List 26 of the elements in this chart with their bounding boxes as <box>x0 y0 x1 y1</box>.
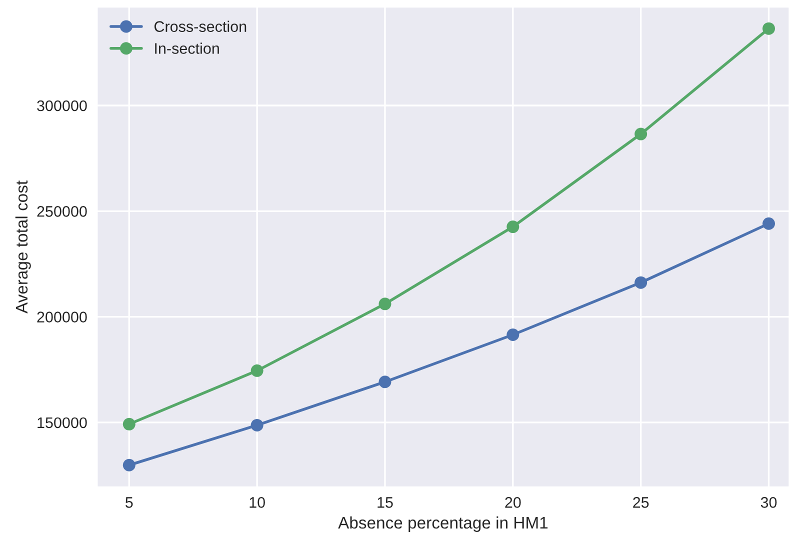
y-tick-label: 150000 <box>38 417 87 428</box>
x-tick-label: 10 <box>250 497 265 508</box>
point <box>378 376 392 388</box>
x-tick-label: 5 <box>126 497 133 508</box>
y-tick-label: 250000 <box>37 206 87 217</box>
point <box>762 217 775 230</box>
point <box>122 458 136 472</box>
legend-label: In-section <box>155 42 219 54</box>
y-tick-label: 300000 <box>37 100 87 112</box>
point <box>634 128 648 140</box>
y-axis-title: Average total cost <box>15 180 31 314</box>
legend-label: Cross-section <box>154 20 246 32</box>
point <box>506 328 520 342</box>
point <box>634 276 648 289</box>
x-tick-label: 15 <box>378 497 393 508</box>
point <box>762 22 775 35</box>
y-tick-label: 200000 <box>37 312 87 322</box>
point <box>122 418 136 430</box>
point <box>250 418 264 432</box>
x-tick-label: 25 <box>633 497 649 508</box>
point <box>506 220 520 234</box>
x-tick-label: 30 <box>760 497 777 508</box>
point <box>378 298 392 310</box>
x-axis-title: Absence percentage in HM1 <box>338 516 548 532</box>
point <box>250 364 264 377</box>
x-tick-label: 20 <box>505 497 521 508</box>
